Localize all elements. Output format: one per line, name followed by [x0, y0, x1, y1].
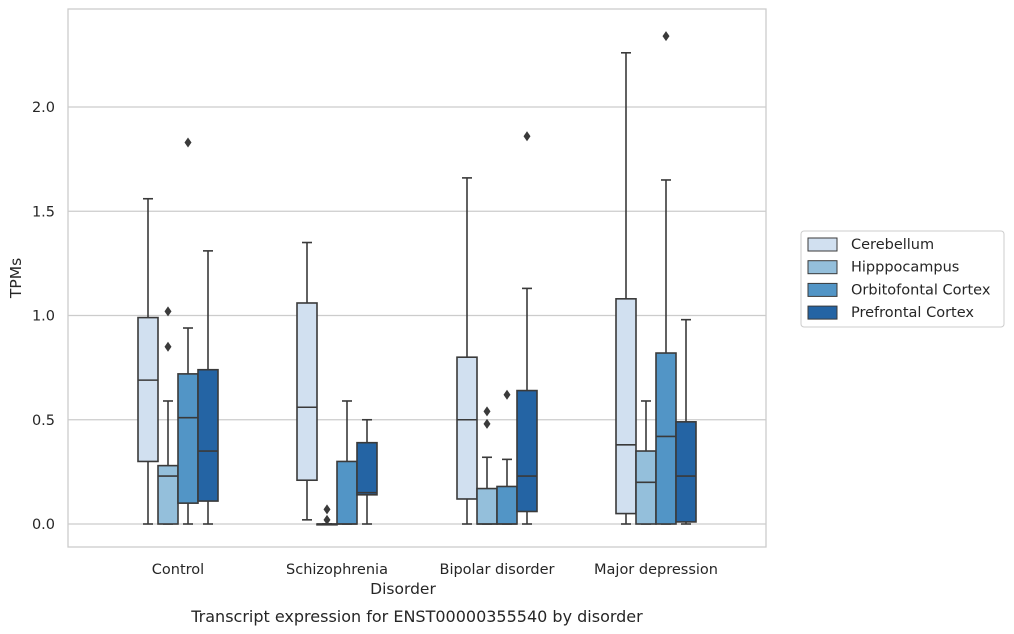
legend-label: Orbitofontal Cortex [851, 282, 991, 298]
x-tick-label: Control [152, 562, 204, 578]
plot-frame [67, 8, 767, 548]
outlier-point [323, 514, 331, 525]
outlier-point [164, 306, 172, 317]
box-cerebellum [296, 241, 318, 521]
outlier-point [483, 418, 491, 429]
box-iqr [635, 450, 657, 525]
y-axis-label: TPMs [7, 258, 25, 299]
legend-swatch [807, 305, 838, 320]
y-axis-ticks: 0.0 0.5 1.0 1.5 2.0 [32, 100, 55, 533]
x-tick-label: Schizophrenia [286, 562, 388, 578]
y-tick-label: 0.0 [32, 517, 55, 533]
box-iqr [296, 302, 318, 482]
box-iqr [675, 421, 697, 523]
box-iqr [336, 460, 358, 525]
outlier-point [184, 137, 192, 148]
outlier-point [483, 406, 491, 417]
box-iqr [197, 368, 219, 502]
box-iqr [615, 298, 637, 515]
box-orbitofontal-cortex [496, 389, 518, 525]
chart-caption: Transcript expression for ENST0000035554… [190, 607, 643, 626]
box-iqr [655, 352, 677, 525]
legend-swatch [807, 260, 838, 275]
box-cerebellum [137, 197, 159, 525]
box-iqr [476, 487, 498, 525]
y-tick-label: 1.5 [32, 204, 55, 220]
box-cerebellum [615, 51, 637, 525]
box-iqr [516, 389, 538, 513]
outlier-point [523, 131, 531, 142]
box-orbitofontal-cortex [177, 137, 199, 525]
y-tick-label: 0.5 [32, 413, 55, 429]
x-axis-label: Disorder [370, 580, 436, 598]
legend-label: Hipppocampus [851, 260, 959, 276]
outlier-point [662, 31, 670, 42]
box-iqr [157, 464, 179, 525]
legend-label: Cerebellum [851, 237, 934, 253]
box-plot-area [137, 31, 697, 526]
box-iqr [356, 441, 378, 496]
x-tick-label: Bipolar disorder [440, 562, 555, 578]
box-iqr [496, 485, 518, 525]
legend-label: Prefrontal Cortex [851, 305, 974, 321]
y-tick-label: 1.0 [32, 309, 55, 325]
box-orbitofontal-cortex [655, 31, 677, 525]
legend: Cerebellum Hipppocampus Orbitofontal Corte… [800, 230, 1005, 328]
box-hipppocampus [316, 504, 338, 526]
legend-swatch [807, 282, 838, 297]
outlier-point [503, 389, 511, 400]
legend-swatch [807, 237, 838, 252]
box-prefrontal-cortex [516, 131, 538, 525]
box-hipppocampus [157, 306, 179, 525]
box-prefrontal-cortex [356, 418, 378, 525]
y-tick-label: 2.0 [32, 100, 55, 116]
box-prefrontal-cortex [197, 250, 219, 525]
box-hipppocampus [476, 406, 498, 525]
x-axis-ticks: Control Schizophrenia Bipolar disorder Majo… [152, 562, 718, 578]
box-iqr [137, 316, 159, 463]
box-iqr [456, 356, 478, 500]
box-prefrontal-cortex [675, 318, 697, 525]
legend-frame [800, 230, 1005, 328]
outlier-point [323, 504, 331, 515]
box-cerebellum [456, 177, 478, 525]
box-iqr [177, 373, 199, 504]
outlier-point [164, 341, 172, 352]
x-tick-label: Major depression [594, 562, 718, 578]
